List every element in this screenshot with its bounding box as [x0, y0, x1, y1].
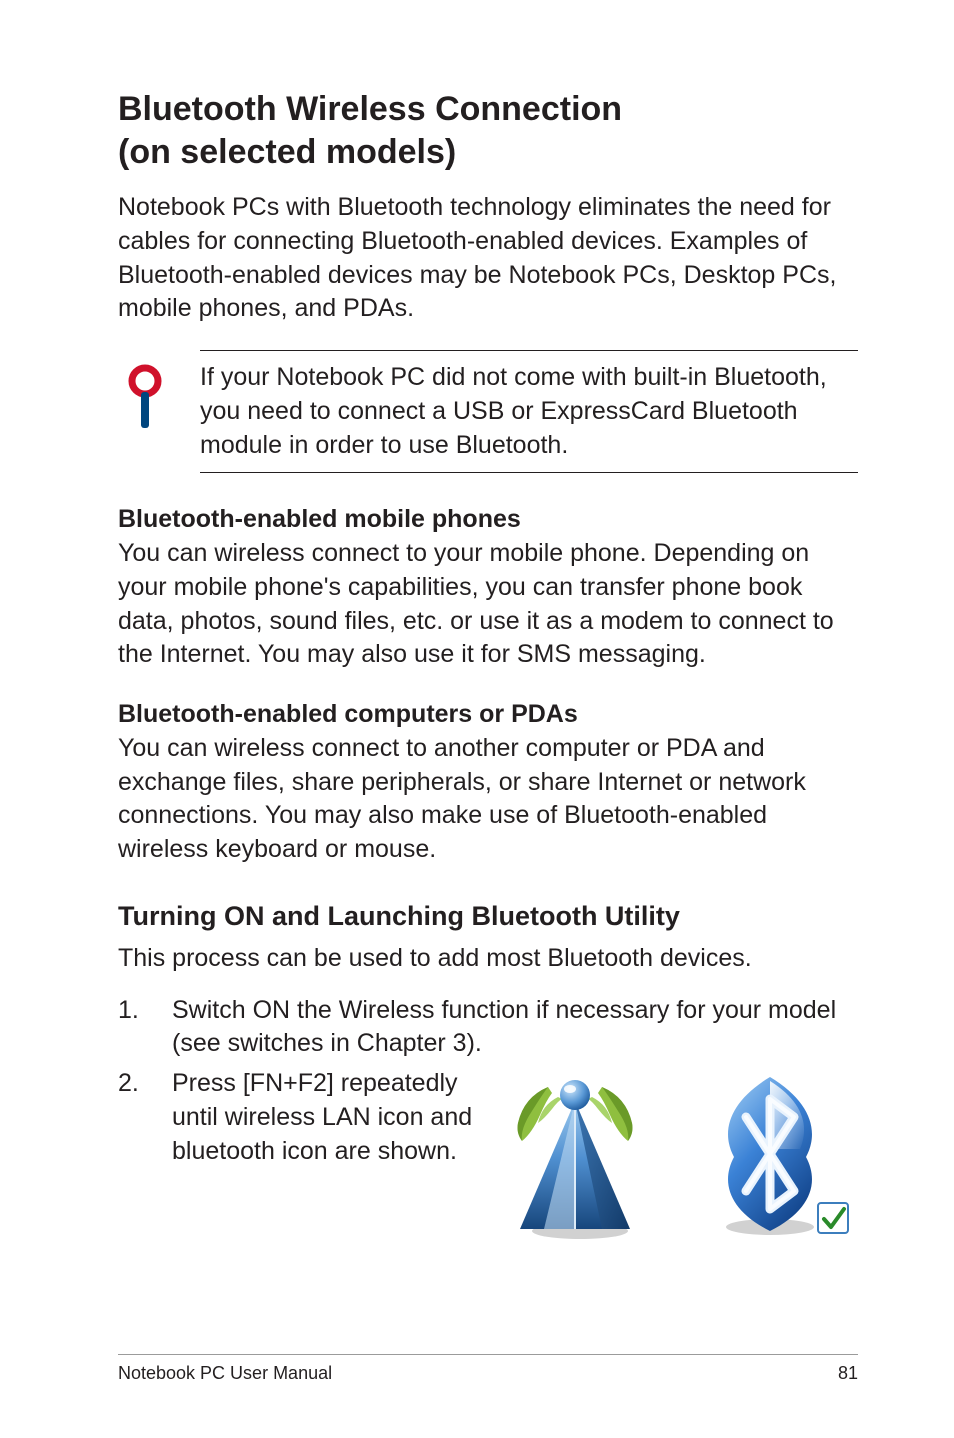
section1-heading: Bluetooth-enabled mobile phones	[118, 503, 858, 537]
page-footer: Notebook PC User Manual 81	[118, 1354, 858, 1384]
section2-body: You can wireless connect to another comp…	[118, 732, 858, 867]
intro-paragraph: Notebook PCs with Bluetooth technology e…	[118, 191, 858, 326]
note-block: If your Notebook PC did not come with bu…	[118, 350, 858, 473]
bluetooth-icon	[702, 1071, 852, 1241]
step2-text: Press [FN+F2] repeatedly until wireless …	[172, 1067, 496, 1241]
section1-body: You can wireless connect to your mobile …	[118, 537, 858, 672]
footer-left: Notebook PC User Manual	[118, 1363, 332, 1384]
step1-text: Switch ON the Wireless function if neces…	[172, 994, 858, 1062]
section2-heading: Bluetooth-enabled computers or PDAs	[118, 698, 858, 732]
wlan-icon	[502, 1071, 652, 1241]
subheading-intro: This process can be used to add most Blu…	[118, 942, 858, 976]
section-phones: Bluetooth-enabled mobile phones You can …	[118, 503, 858, 672]
step2-number: 2.	[118, 1067, 172, 1241]
title-line1: Bluetooth Wireless Connection	[118, 90, 622, 128]
step-2: 2. Press [FN+F2] repeatedly until wirele…	[118, 1067, 858, 1241]
note-text: If your Notebook PC did not come with bu…	[200, 361, 858, 462]
page-title: Bluetooth Wireless Connection (on select…	[118, 88, 858, 173]
subheading: Turning ON and Launching Bluetooth Utili…	[118, 901, 858, 932]
section-computers: Bluetooth-enabled computers or PDAs You …	[118, 698, 858, 867]
footer-page-number: 81	[838, 1363, 858, 1384]
magnifier-icon	[128, 350, 172, 432]
title-line2: (on selected models)	[118, 133, 456, 171]
step1-number: 1.	[118, 994, 172, 1062]
step-1: 1. Switch ON the Wireless function if ne…	[118, 994, 858, 1062]
